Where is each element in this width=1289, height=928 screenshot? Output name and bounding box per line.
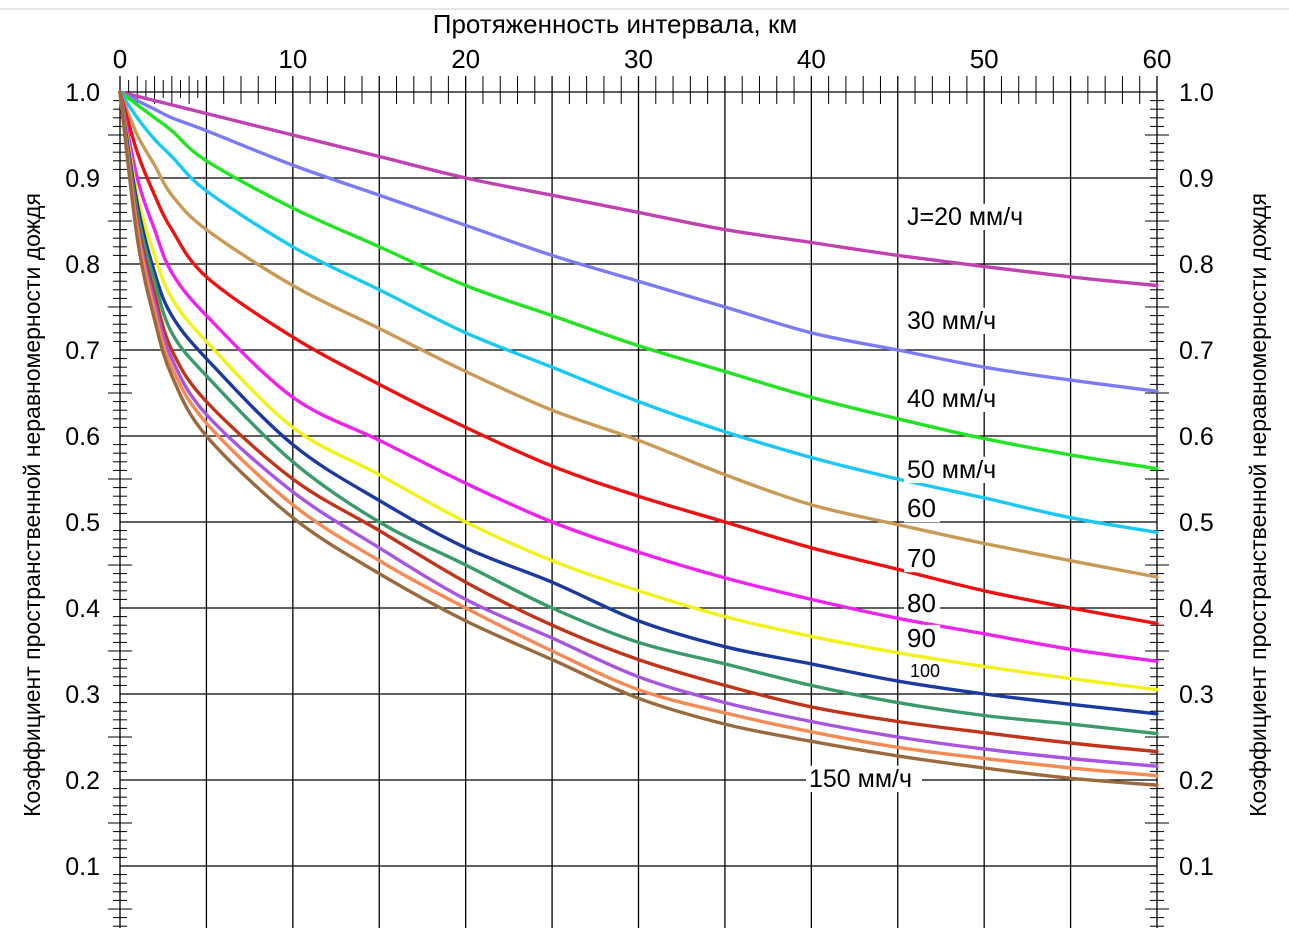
series-line-7 — [118, 90, 1159, 663]
y-axis-title-right: Коэффициент пространственной неравномерн… — [1245, 193, 1271, 817]
series-line-12 — [118, 90, 1159, 768]
series-line-5 — [118, 90, 1159, 579]
curve-annotation: 60 — [907, 493, 936, 523]
x-tick-label: 60 — [1143, 44, 1172, 74]
y-tick-label-left: 0.2 — [65, 767, 100, 795]
y-axis-title-left: Коэффициент пространственной неравномерн… — [19, 193, 45, 817]
y-tick-label-right: 0.9 — [1179, 165, 1214, 193]
annotation-bg — [904, 456, 1007, 483]
curve-annotation: 150 мм/ч — [809, 765, 912, 793]
y-tick-label-left: 0.1 — [65, 853, 100, 881]
x-tick-label: 50 — [970, 44, 999, 74]
series-line-6 — [118, 90, 1159, 626]
y-tick-label-left: 0.6 — [65, 423, 100, 451]
series-line-11 — [118, 90, 1159, 754]
curve-annotation: 40 мм/ч — [907, 385, 996, 413]
y-tick-label-left: 0.8 — [65, 251, 100, 279]
x-axis-title: Протяженность интервала, км — [433, 9, 797, 39]
y-tick-label-right: 0.2 — [1179, 767, 1214, 795]
annotation-bg — [904, 203, 1034, 230]
y-tick-label-right: 1.0 — [1179, 79, 1214, 107]
series-line-9 — [118, 90, 1159, 716]
y-tick-label-right: 0.7 — [1179, 337, 1214, 365]
y-tick-label-left: 1.0 — [65, 79, 100, 107]
annotation-bg — [904, 307, 1007, 334]
series-line-8 — [118, 90, 1159, 692]
curve-annotation: 90 — [907, 623, 936, 653]
curve-annotation: 100 — [910, 661, 940, 681]
annotation-bg — [806, 765, 922, 792]
curve-annotation: 70 — [907, 543, 936, 573]
annotation-bg — [904, 624, 941, 653]
x-tick-label: 0 — [113, 44, 127, 74]
annotation-bg — [904, 544, 941, 573]
series-line-1 — [118, 90, 1159, 288]
annotation-bg — [904, 385, 1007, 412]
x-tick-label: 30 — [624, 44, 653, 74]
series-line-3 — [118, 90, 1159, 471]
series-line-10 — [118, 90, 1159, 736]
series-line-4 — [118, 90, 1159, 534]
series-line-13 — [118, 90, 1159, 778]
curve-annotation: 80 — [907, 588, 936, 618]
y-tick-label-right: 0.6 — [1179, 423, 1214, 451]
y-tick-label-left: 0.9 — [65, 165, 100, 193]
y-tick-label-left: 0.7 — [65, 337, 100, 365]
y-tick-label-left: 0.5 — [65, 509, 100, 537]
series-line-2 — [118, 90, 1159, 393]
y-tick-label-left: 0.4 — [65, 595, 100, 623]
y-tick-label-right: 0.5 — [1179, 509, 1214, 537]
y-tick-label-right: 0.4 — [1179, 595, 1214, 623]
curve-annotation: 30 мм/ч — [907, 307, 996, 335]
series-line-14 — [118, 90, 1159, 787]
x-tick-label: 40 — [797, 44, 826, 74]
y-tick-label-right: 0.3 — [1179, 681, 1214, 709]
y-tick-label-right: 0.1 — [1179, 853, 1214, 881]
annotation-bg — [904, 589, 941, 618]
y-tick-label-right: 0.8 — [1179, 251, 1214, 279]
x-tick-label: 10 — [278, 44, 307, 74]
curve-annotation: J=20 мм/ч — [907, 203, 1023, 231]
annotation-bg — [904, 494, 941, 523]
annotation-bg — [907, 661, 945, 681]
x-tick-label: 20 — [451, 44, 480, 74]
curve-annotation: 50 мм/ч — [907, 456, 996, 484]
y-tick-label-left: 0.3 — [65, 681, 100, 709]
